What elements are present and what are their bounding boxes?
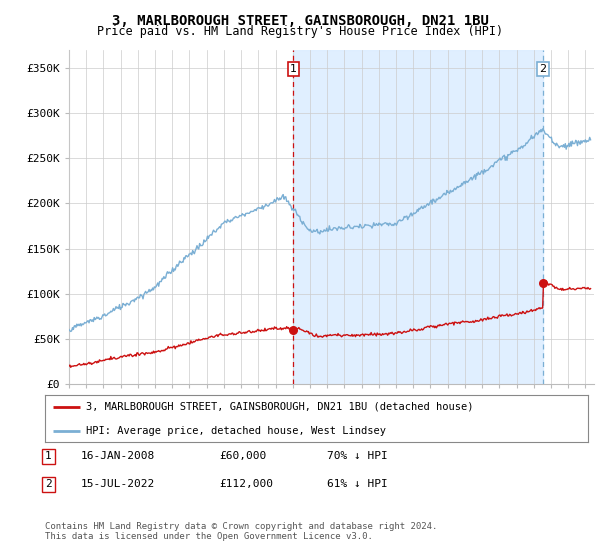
Text: Price paid vs. HM Land Registry's House Price Index (HPI): Price paid vs. HM Land Registry's House …: [97, 25, 503, 38]
Bar: [293, 50, 543, 384]
Text: HPI: Average price, detached house, West Lindsey: HPI: Average price, detached house, West…: [86, 426, 386, 436]
Text: 2: 2: [539, 64, 547, 74]
Text: £112,000: £112,000: [219, 479, 273, 489]
Text: 3, MARLBOROUGH STREET, GAINSBOROUGH, DN21 1BU: 3, MARLBOROUGH STREET, GAINSBOROUGH, DN2…: [112, 14, 488, 28]
Text: 1: 1: [45, 451, 52, 461]
Text: 15-JUL-2022: 15-JUL-2022: [81, 479, 155, 489]
Text: 3, MARLBOROUGH STREET, GAINSBOROUGH, DN21 1BU (detached house): 3, MARLBOROUGH STREET, GAINSBOROUGH, DN2…: [86, 402, 473, 412]
Text: 70% ↓ HPI: 70% ↓ HPI: [327, 451, 388, 461]
Text: £60,000: £60,000: [219, 451, 266, 461]
Point: [538, 278, 548, 287]
Text: 61% ↓ HPI: 61% ↓ HPI: [327, 479, 388, 489]
Text: 16-JAN-2008: 16-JAN-2008: [81, 451, 155, 461]
Text: 1: 1: [290, 64, 297, 74]
Text: 2: 2: [45, 479, 52, 489]
Text: Contains HM Land Registry data © Crown copyright and database right 2024.
This d: Contains HM Land Registry data © Crown c…: [45, 522, 437, 542]
Point: [289, 325, 298, 334]
